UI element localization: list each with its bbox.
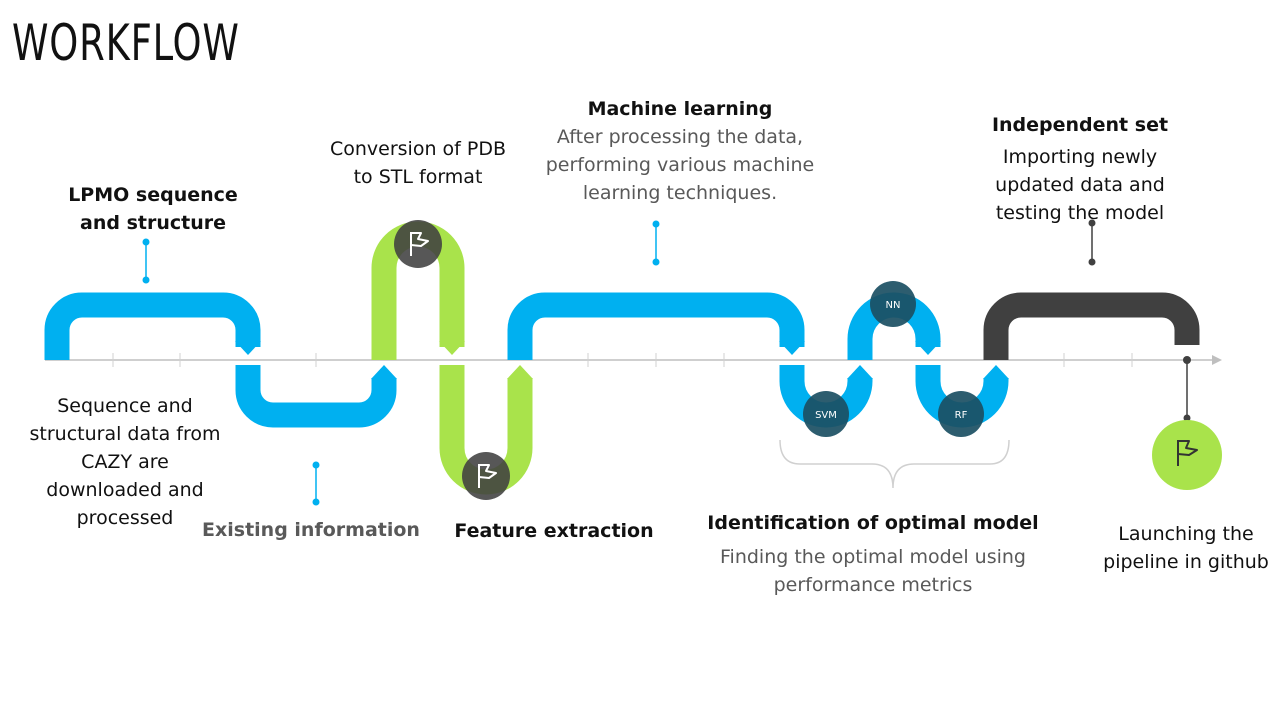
conversion-text: Conversion of PDB to STL format [329, 138, 507, 188]
flag-marker-launch [1152, 420, 1222, 490]
sequence-data-text: Sequence and structural data from CAZY a… [29, 395, 221, 529]
machine-learning-title: Machine learning [587, 98, 773, 120]
machine-learning-text: Machine learning After processing the da… [530, 95, 830, 207]
optimal-model-text: Identification of optimal model Finding … [703, 509, 1043, 599]
model-label-nn: NN [886, 300, 901, 311]
slide-title: WORKFLOW [12, 14, 240, 72]
flag-icon [410, 232, 429, 256]
pipe-independent [983, 292, 1200, 360]
optimal-model-title: Identification of optimal model [707, 512, 1039, 534]
flag-icon [478, 464, 497, 488]
model-marker-nn: NN [870, 281, 916, 327]
launch-text: Launching the pipeline in github [1103, 523, 1269, 573]
pipe-lpmo [44, 292, 261, 360]
flag-marker-conversion [394, 220, 442, 268]
connector-pins [142, 219, 1191, 506]
independent-set-text: Independent set Importing newly updated … [980, 111, 1180, 227]
model-marker-rf: RF [938, 391, 984, 437]
flag-icon [1177, 440, 1198, 466]
existing-information-title: Existing information [202, 519, 420, 541]
pipe-existing [235, 365, 397, 428]
model-label-rf: RF [955, 410, 968, 421]
timeline-ticks [112, 353, 1133, 367]
flag-marker-feature [462, 452, 510, 500]
feature-extraction-title: Feature extraction [454, 520, 654, 542]
pipe-arrow-tips [235, 341, 1009, 379]
model-label-svm: SVM [815, 410, 837, 421]
timeline-arrow [1212, 355, 1222, 365]
lpmo-title: LPMO sequence and structure [68, 184, 238, 234]
model-marker-svm: SVM [803, 391, 849, 437]
independent-set-title: Independent set [991, 114, 1169, 136]
model-section-brace [779, 439, 1010, 489]
pipe-ml [507, 292, 805, 360]
